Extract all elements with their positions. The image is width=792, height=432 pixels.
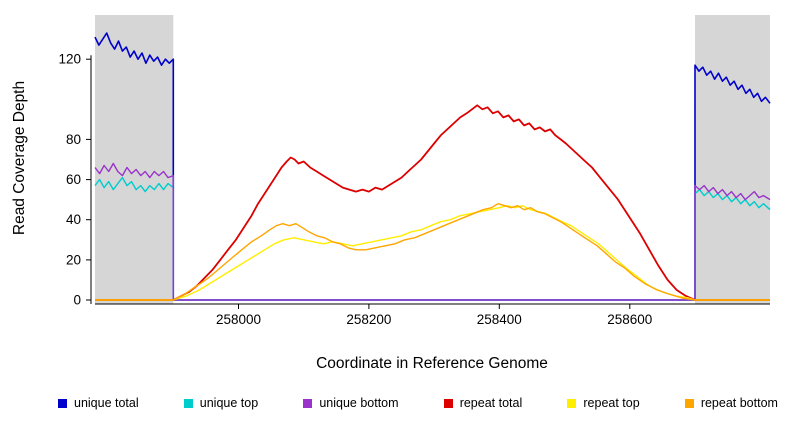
legend-item: repeat top [567,396,640,410]
x-tick-label: 258600 [607,312,652,327]
legend-swatch [684,398,694,408]
legend-item: repeat total [443,396,523,410]
legend-label: repeat total [459,396,523,410]
series-lines [94,32,771,301]
axes: 258000 258200 258400 258600 0 20 40 60 80 120 [58,52,770,327]
legend-swatch [303,398,313,408]
legend-swatch [183,398,193,408]
legend-item: unique top [183,396,259,410]
legend-swatch [58,398,67,408]
x-axis-title: Coordinate in Reference Genome [316,355,548,372]
legend-item: unique bottom [303,396,399,410]
shaded-regions [95,15,770,304]
legend-item: unique total [58,396,139,410]
legend-label: unique bottom [319,396,399,410]
y-axis-title: Read Coverage Depth [11,81,28,235]
x-tick-label: 258400 [477,312,522,327]
x-tick-label: 258200 [346,312,391,327]
legend: unique total unique top unique bottom repea… [0,396,792,410]
series-repeat-total [95,104,770,301]
y-tick-label: 40 [66,212,81,227]
y-tick-label: 60 [66,172,81,187]
series-unique-bottom [94,162,771,301]
x-tick-label: 258000 [216,312,261,327]
shaded-region [95,15,174,304]
series-repeat-bottom [95,202,770,301]
y-tick-label: 0 [73,293,81,308]
legend-label: unique total [74,396,139,410]
series-unique-total [94,32,771,301]
chart-canvas: 258000 258200 258400 258600 0 20 40 60 80 120 Coo… [11,15,771,372]
legend-label: repeat bottom [700,396,778,410]
y-tick-label: 120 [58,52,81,67]
y-tick-label: 80 [66,132,81,147]
y-tick-label: 20 [66,252,81,267]
legend-swatch [443,398,453,408]
series-repeat-top [95,204,770,301]
legend-item: repeat bottom [684,396,778,410]
shaded-region [695,15,770,304]
legend-swatch [567,398,577,408]
legend-label: unique top [199,396,259,410]
legend-label: repeat top [583,396,640,410]
